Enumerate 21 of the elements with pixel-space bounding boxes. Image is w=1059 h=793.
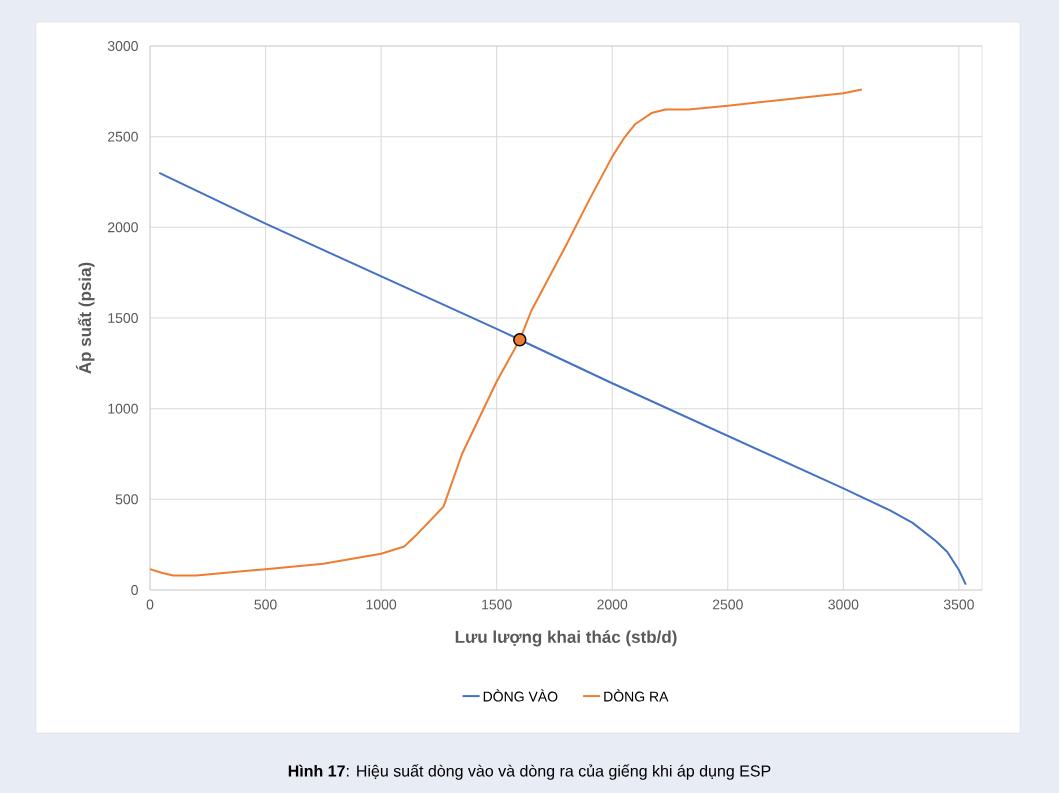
- line-series: [149, 88, 863, 577]
- x-axis-title: Lưu lượng khai thác (stb/d): [455, 630, 677, 647]
- y-tick-label: 1000: [108, 403, 138, 414]
- x-tick-label: 2000: [597, 599, 628, 610]
- y-tick-label: 2000: [108, 222, 138, 233]
- y-tick-label: 0: [131, 585, 138, 595]
- x-tick-label: 3500: [943, 599, 974, 610]
- y-axis-title: Áp suất (psia): [75, 262, 95, 374]
- x-tick-label: 0: [146, 599, 154, 610]
- y-tick-label: 3000: [107, 41, 138, 51]
- y-tick-label: 1500: [108, 313, 138, 323]
- y-tick-label: 2500: [108, 131, 138, 142]
- x-tick-label: 500: [254, 599, 277, 610]
- x-tick-label: 3000: [828, 599, 859, 610]
- text: Hình 17: Hiệu suất dòng vào và dòng ra của giếng khi áp dụng ESP: [288, 764, 771, 780]
- x-tick-label: 1000: [366, 599, 397, 610]
- x-tick-label: 2500: [712, 599, 743, 610]
- legend-label: DÒNG VÀO: [483, 689, 558, 702]
- x-tick-label: 1500: [482, 599, 512, 610]
- y-tick-label: 500: [115, 494, 138, 505]
- legend-label: DÒNG RA: [604, 689, 669, 702]
